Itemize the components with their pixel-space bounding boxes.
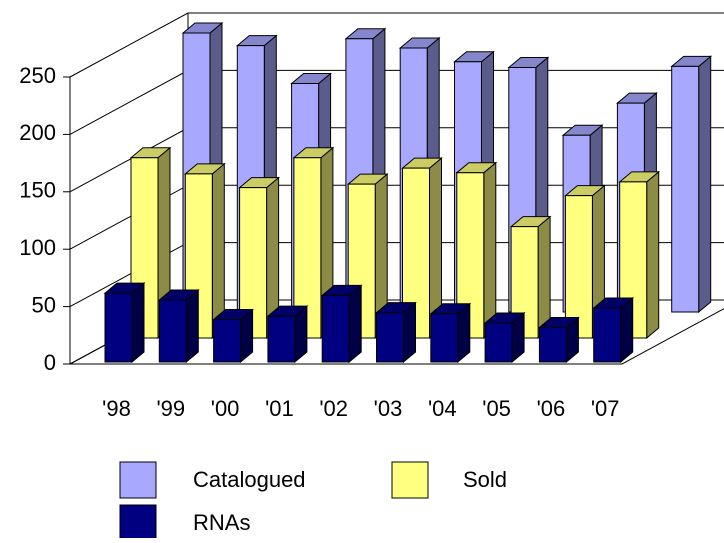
bar-front bbox=[564, 195, 593, 339]
x-tick-label: '01 bbox=[265, 396, 294, 421]
y-tick-label: 250 bbox=[19, 63, 56, 88]
bar bbox=[266, 305, 309, 364]
bar-side bbox=[646, 170, 660, 340]
bar bbox=[670, 55, 713, 314]
bar bbox=[401, 157, 443, 340]
bar bbox=[455, 161, 498, 340]
bar-front bbox=[104, 292, 133, 363]
bar-side bbox=[698, 55, 712, 314]
bar-side bbox=[483, 161, 497, 340]
legend-swatch bbox=[119, 461, 157, 499]
x-tick-label: '03 bbox=[374, 396, 403, 421]
bar-front bbox=[213, 319, 242, 363]
y-tick-label: 100 bbox=[19, 235, 56, 260]
legend-swatch bbox=[119, 504, 157, 542]
bar bbox=[429, 302, 472, 364]
bar bbox=[538, 316, 580, 364]
bar-front bbox=[321, 294, 350, 363]
x-tick-label: '04 bbox=[428, 396, 457, 421]
legend-swatch bbox=[391, 461, 429, 499]
y-tick-label: 200 bbox=[19, 120, 56, 145]
legend-label: RNAs bbox=[193, 510, 250, 535]
bar-side bbox=[620, 296, 634, 364]
x-tick-label: '98 bbox=[102, 396, 131, 421]
x-tick-label: '06 bbox=[537, 396, 566, 421]
bar-front bbox=[456, 172, 485, 339]
x-tick-label: '00 bbox=[211, 396, 240, 421]
bar-front bbox=[484, 322, 513, 363]
bar-front bbox=[671, 65, 700, 313]
bar-front bbox=[158, 299, 187, 363]
bar bbox=[320, 284, 363, 364]
x-tick-label: '07 bbox=[591, 396, 620, 421]
bar bbox=[483, 311, 526, 364]
bar-front bbox=[430, 313, 459, 363]
bar-side bbox=[185, 288, 199, 364]
x-tick-label: '05 bbox=[482, 396, 511, 421]
bar-front bbox=[376, 312, 404, 363]
bar-side bbox=[348, 284, 362, 364]
y-tick-label: 0 bbox=[44, 350, 56, 375]
legend-label: Sold bbox=[463, 467, 507, 492]
grid-line bbox=[69, 12, 724, 78]
bar bbox=[592, 296, 635, 364]
y-tick-label: 50 bbox=[32, 292, 56, 317]
bar-front bbox=[267, 315, 296, 363]
bar-front bbox=[593, 307, 622, 363]
bar bbox=[238, 176, 280, 340]
bar bbox=[564, 184, 606, 340]
bar-side bbox=[131, 282, 145, 364]
bar-front bbox=[293, 157, 322, 339]
bar-front bbox=[239, 187, 268, 339]
bar bbox=[509, 215, 552, 340]
legend-label: Catalogued bbox=[193, 467, 306, 492]
y-tick-label: 150 bbox=[19, 178, 56, 203]
bar-front bbox=[402, 167, 430, 339]
x-tick-label: '02 bbox=[319, 396, 348, 421]
bar bbox=[103, 282, 146, 364]
bar bbox=[375, 301, 417, 364]
bar-front bbox=[510, 226, 539, 339]
bar bbox=[157, 288, 200, 364]
bar bbox=[292, 146, 335, 340]
x-tick-label: '99 bbox=[156, 396, 185, 421]
bar-front bbox=[538, 327, 567, 363]
bar bbox=[212, 308, 254, 364]
